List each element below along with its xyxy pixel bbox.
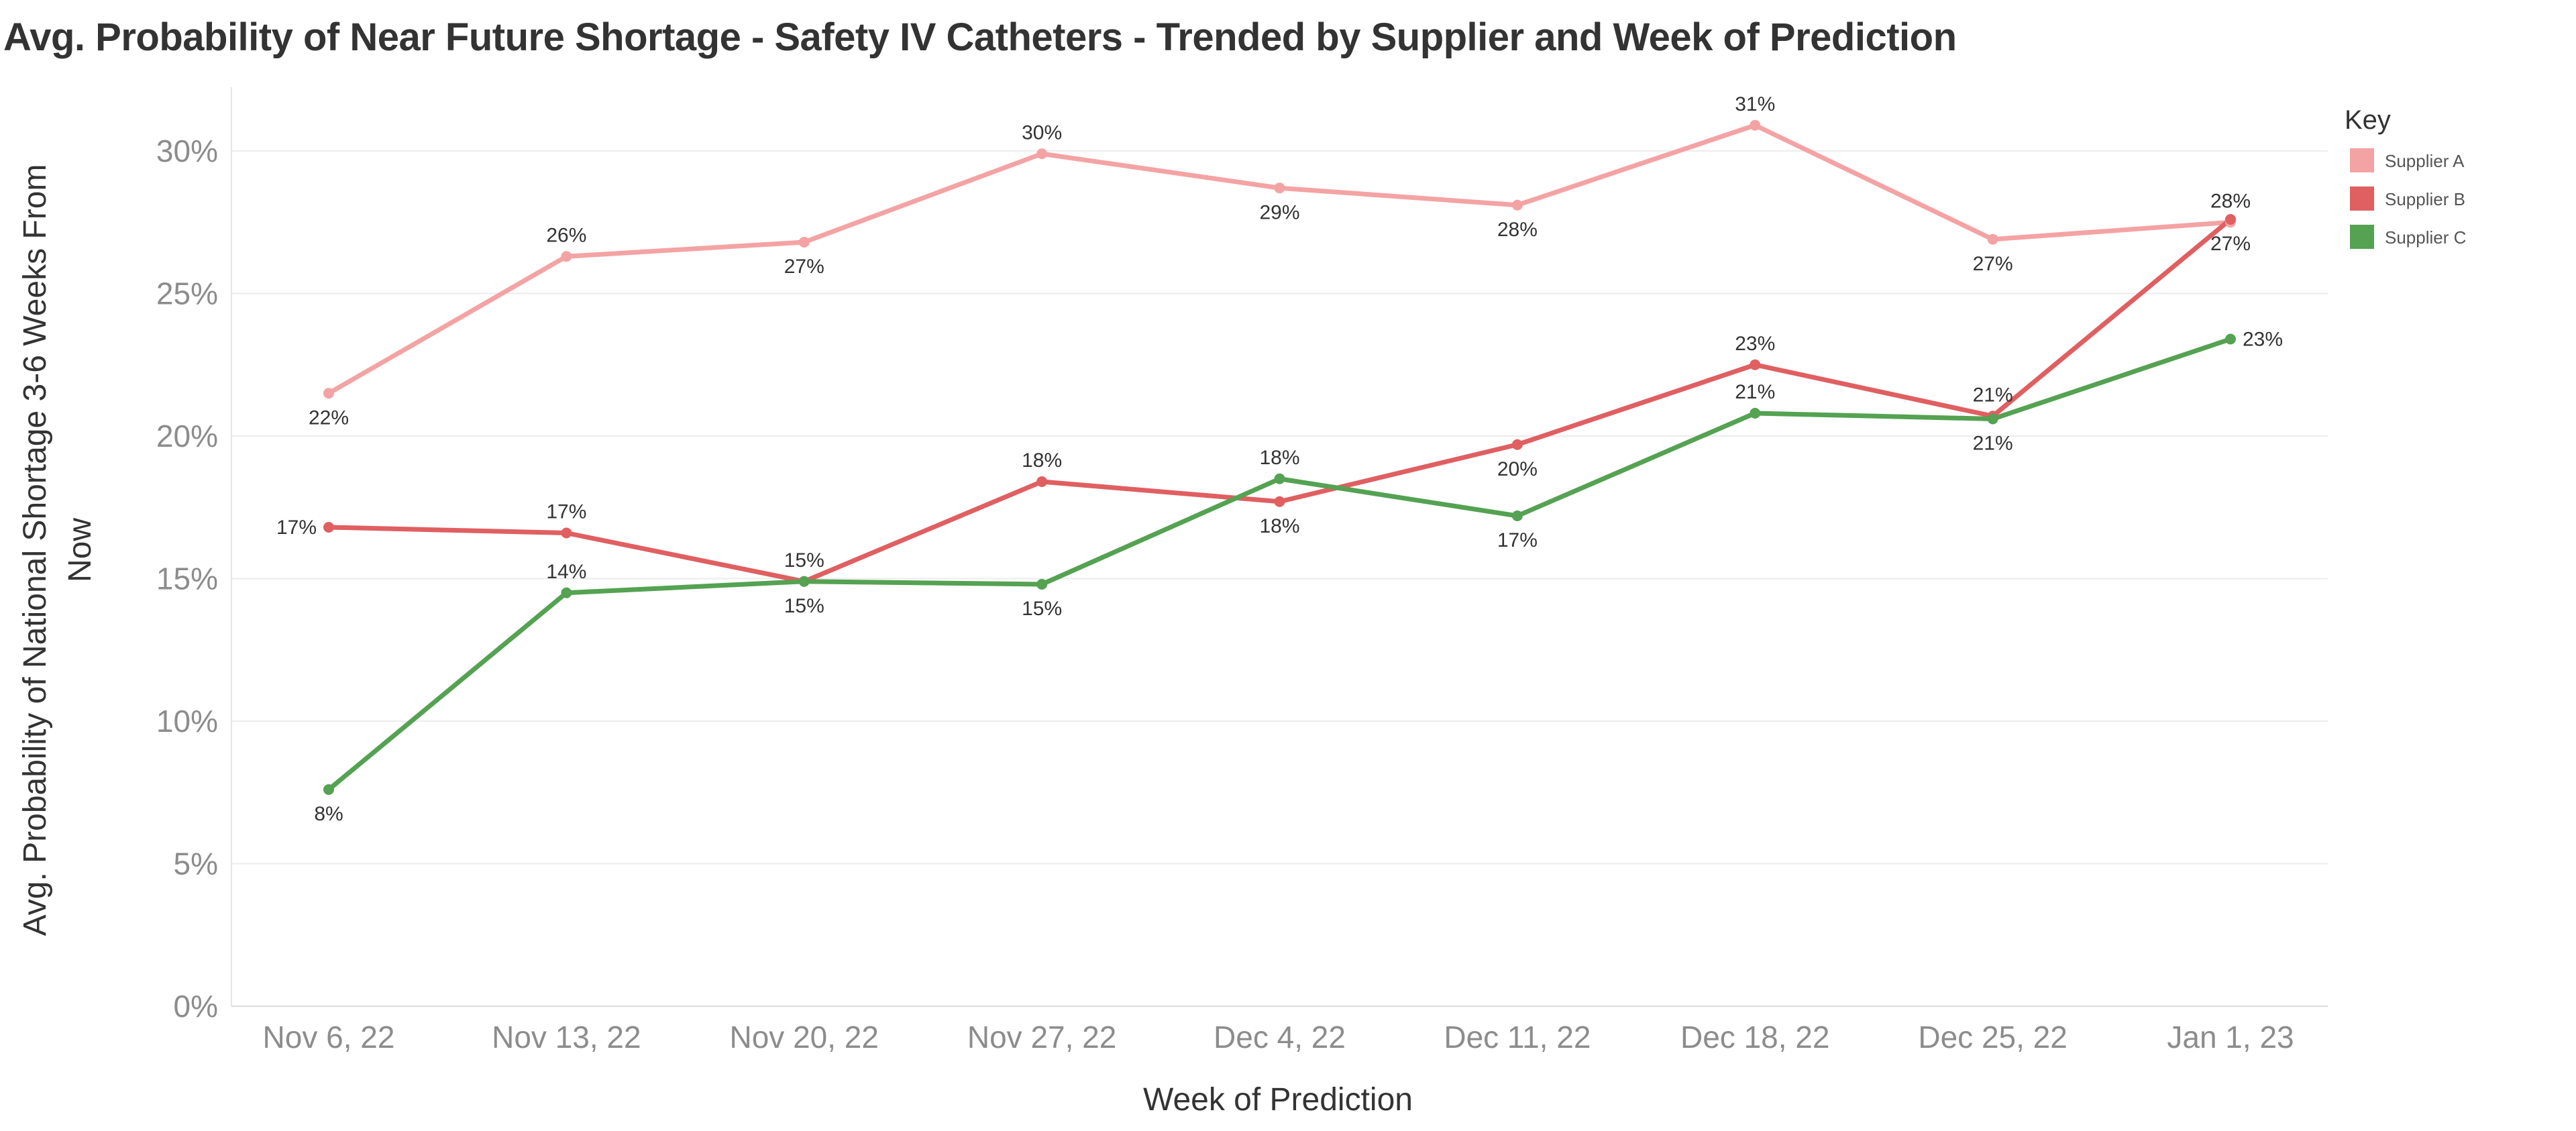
data-label-supplier-b: 17% bbox=[276, 517, 317, 539]
data-point-supplier-b bbox=[1036, 476, 1048, 487]
x-tick-label: Nov 27, 22 bbox=[967, 1020, 1116, 1055]
data-label-supplier-b: 21% bbox=[1973, 384, 2013, 406]
x-tick-label: Dec 18, 22 bbox=[1680, 1020, 1829, 1055]
y-tick-label: 5% bbox=[174, 847, 218, 881]
legend-item-supplier-b[interactable]: Supplier B bbox=[2350, 186, 2465, 211]
data-point-supplier-b bbox=[1511, 439, 1523, 450]
data-label-supplier-b: 15% bbox=[784, 549, 824, 572]
legend-label: Supplier B bbox=[2385, 189, 2465, 209]
data-point-supplier-a bbox=[323, 388, 334, 399]
data-point-supplier-b bbox=[561, 527, 572, 539]
y-tick-label: 15% bbox=[156, 561, 218, 596]
data-point-supplier-b bbox=[1750, 359, 1761, 370]
data-labels: 22% 26% 27% 30% 29% 28% 31% 27% 28% 17% 17% 15% 18% 1… bbox=[276, 93, 2283, 825]
data-label-supplier-b: 23% bbox=[1735, 333, 1775, 355]
data-label-supplier-b: 17% bbox=[546, 501, 586, 523]
y-tick-label: 25% bbox=[156, 276, 218, 311]
data-label-supplier-a: 29% bbox=[1259, 201, 1299, 223]
legend-swatch bbox=[2350, 225, 2374, 249]
data-label-supplier-a: 28% bbox=[1497, 219, 1538, 241]
series-points bbox=[323, 119, 2236, 795]
legend-title: Key bbox=[2345, 105, 2391, 135]
x-tick-label: Dec 11, 22 bbox=[1444, 1020, 1591, 1055]
data-point-supplier-a bbox=[798, 237, 810, 248]
x-tick-label: Dec 4, 22 bbox=[1214, 1020, 1346, 1055]
y-tick-label: 20% bbox=[156, 419, 218, 453]
x-tick-label: Nov 13, 22 bbox=[492, 1020, 641, 1055]
data-point-supplier-a bbox=[1511, 199, 1523, 211]
series-line-supplier-a bbox=[326, 123, 2233, 396]
data-label-supplier-c: 18% bbox=[1259, 447, 1299, 469]
data-label-supplier-a: 31% bbox=[1735, 93, 1775, 115]
data-label-supplier-b: 20% bbox=[1497, 458, 1538, 480]
data-label-supplier-b: 18% bbox=[1259, 515, 1299, 537]
data-point-supplier-c bbox=[323, 784, 334, 795]
data-label-supplier-a: 30% bbox=[1022, 121, 1062, 144]
data-point-supplier-c bbox=[1274, 473, 1285, 484]
x-tick-label: Nov 20, 22 bbox=[730, 1020, 879, 1055]
x-axis-title: Week of Prediction bbox=[1143, 1082, 1413, 1118]
legend-label: Supplier A bbox=[2385, 151, 2465, 171]
y-axis-title: Avg. Probability of National Shortage 3-… bbox=[17, 164, 53, 936]
legend-item-supplier-a[interactable]: Supplier A bbox=[2350, 148, 2465, 172]
data-point-supplier-c bbox=[2225, 333, 2236, 345]
legend-swatch bbox=[2350, 148, 2374, 172]
x-axis: Nov 6, 22 Nov 13, 22 Nov 20, 22 Nov 27, 22 D… bbox=[231, 1006, 2328, 1055]
data-point-supplier-c bbox=[1987, 413, 1998, 425]
legend-label: Supplier C bbox=[2385, 227, 2466, 248]
data-label-supplier-b: 18% bbox=[1022, 449, 1062, 472]
legend-swatch bbox=[2350, 186, 2374, 211]
data-point-supplier-a bbox=[1750, 119, 1761, 131]
data-label-supplier-c: 23% bbox=[2243, 329, 2283, 351]
data-point-supplier-c bbox=[1511, 510, 1523, 521]
data-label-supplier-a: 22% bbox=[309, 407, 349, 429]
y-tick-label: 0% bbox=[174, 989, 218, 1024]
data-label-supplier-c: 14% bbox=[546, 561, 586, 583]
data-point-supplier-c bbox=[561, 587, 572, 598]
y-tick-label: 30% bbox=[156, 133, 218, 168]
data-label-supplier-c: 8% bbox=[314, 803, 343, 825]
data-label-supplier-c: 21% bbox=[1973, 433, 2013, 455]
y-tick-label: 10% bbox=[156, 704, 218, 739]
x-tick-label: Nov 6, 22 bbox=[263, 1020, 395, 1055]
legend-item-supplier-c[interactable]: Supplier C bbox=[2350, 225, 2466, 249]
y-axis: 0% 5% 10% 15% 20% 25% 30% bbox=[156, 87, 232, 1024]
data-label-supplier-c: 15% bbox=[1022, 598, 1062, 620]
data-point-supplier-a bbox=[1036, 148, 1048, 160]
data-label-supplier-c: 21% bbox=[1735, 381, 1775, 403]
data-point-supplier-b bbox=[1274, 496, 1285, 507]
legend: Key Supplier A Supplier B Supplier C bbox=[2345, 105, 2466, 249]
x-tick-label: Jan 1, 23 bbox=[2167, 1020, 2294, 1055]
data-point-supplier-b bbox=[323, 522, 334, 533]
data-point-supplier-c bbox=[1750, 408, 1761, 419]
data-label-supplier-c: 15% bbox=[784, 595, 824, 617]
data-label-supplier-a: 26% bbox=[546, 224, 586, 246]
data-point-supplier-a bbox=[1274, 182, 1285, 194]
data-point-supplier-c bbox=[1036, 579, 1048, 590]
data-label-supplier-a: 28% bbox=[2210, 190, 2251, 212]
x-tick-label: Dec 25, 22 bbox=[1918, 1020, 2067, 1055]
data-label-supplier-a: 27% bbox=[784, 256, 824, 278]
data-point-supplier-c bbox=[798, 576, 810, 587]
data-point-supplier-a bbox=[1987, 233, 1998, 245]
chart-title: Avg. Probability of Near Future Shortage… bbox=[3, 15, 1957, 59]
data-point-supplier-a bbox=[561, 251, 572, 262]
data-label-supplier-c: 17% bbox=[1497, 529, 1538, 551]
y-axis-title-continued: Now bbox=[62, 518, 98, 582]
data-point-supplier-b bbox=[2225, 214, 2236, 225]
data-label-supplier-a: 27% bbox=[1973, 253, 2013, 275]
data-label-supplier-b: 27% bbox=[2210, 233, 2251, 255]
